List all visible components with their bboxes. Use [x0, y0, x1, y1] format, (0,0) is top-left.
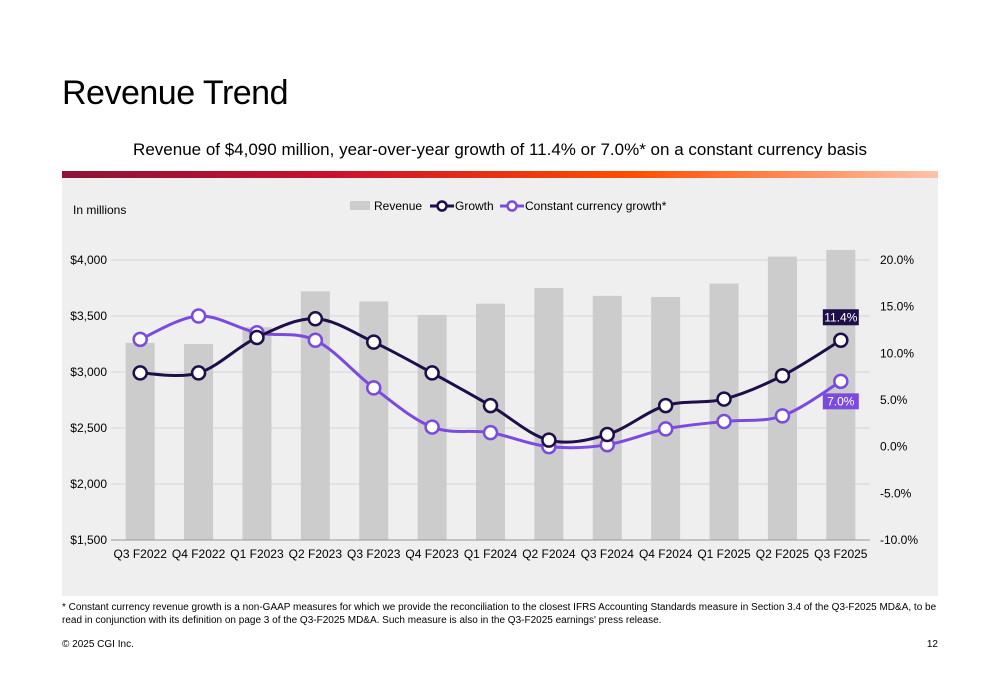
category-label: Q3 F2024	[581, 547, 635, 561]
category-label: Q4 F2022	[172, 547, 226, 561]
revenue-bar	[767, 256, 797, 540]
callout-label: 7.0%	[827, 394, 855, 408]
legend-label: Revenue	[374, 199, 422, 213]
constant-currency-growth-point	[482, 424, 499, 441]
constant-currency-growth-point	[774, 408, 791, 424]
constant-currency-growth-point	[190, 308, 207, 324]
left-tick-label: $2,000	[70, 477, 107, 491]
constant-currency-growth-point	[424, 419, 440, 435]
growth-point	[424, 365, 440, 381]
copyright: © 2025 CGI Inc.	[62, 639, 134, 650]
slide-title: Revenue Trend	[62, 74, 289, 112]
legend-marker-growth	[436, 200, 448, 212]
category-label: Q2 F2025	[756, 547, 810, 561]
constant-currency-growth-point	[132, 331, 148, 348]
legend-swatch-revenue	[350, 201, 370, 210]
growth-point	[716, 391, 732, 407]
revenue-bar	[534, 288, 564, 540]
right-tick-label: -10.0%	[880, 533, 918, 547]
constant-currency-growth-point	[716, 413, 732, 430]
category-label: Q3 F2022	[114, 547, 168, 561]
growth-point	[599, 426, 616, 443]
category-label: Q3 F2023	[347, 547, 401, 561]
legend-label: Constant currency growth*	[525, 199, 667, 213]
growth-point	[190, 365, 207, 381]
growth-point	[657, 397, 674, 414]
revenue-bar	[476, 303, 505, 540]
left-tick-label: $1,500	[70, 533, 107, 547]
left-tick-label: $2,500	[70, 421, 107, 435]
growth-point	[307, 311, 324, 327]
left-tick-label: $4,000	[70, 253, 107, 267]
revenue-bar	[709, 283, 739, 540]
legend-label: Growth	[455, 199, 494, 213]
growth-point	[132, 365, 148, 381]
right-tick-label: 10.0%	[880, 346, 914, 360]
right-tick-label: 20.0%	[880, 253, 914, 267]
revenue-bar	[651, 296, 681, 540]
growth-point	[249, 329, 265, 346]
revenue-bars	[125, 249, 856, 541]
category-label: Q3 F2025	[814, 547, 868, 561]
chart-legend: Revenue Growth Constant currency growth*	[350, 199, 667, 213]
left-tick-label: $3,500	[70, 309, 107, 323]
revenue-trend-chart: $1,500 $2,000 $2,500 $3,000 $3,500 $4,000 -10.…	[70, 199, 918, 561]
callout-label: 11.4%	[824, 310, 857, 324]
footnote: * Constant currency revenue growth is a …	[62, 602, 937, 626]
right-tick-label: 0.0%	[880, 440, 908, 454]
growth-point	[365, 334, 382, 350]
revenue-bar	[592, 295, 622, 540]
revenue-bar	[242, 327, 272, 540]
constant-currency-growth-point	[365, 380, 382, 396]
slide-subtitle: Revenue of $4,090 million, year-over-yea…	[133, 140, 867, 159]
unit-label: In millions	[73, 203, 126, 217]
category-label: Q4 F2024	[639, 547, 693, 561]
constant-currency-growth-point	[657, 421, 674, 437]
growth-point	[541, 432, 557, 448]
constant-currency-growth-point	[307, 332, 324, 349]
category-label: Q4 F2023	[405, 547, 459, 561]
gradient-divider	[62, 171, 938, 178]
growth-point	[482, 397, 499, 414]
revenue-bar	[300, 291, 330, 540]
category-label: Q1 F2023	[230, 547, 284, 561]
constant-currency-growth-point	[833, 373, 849, 390]
category-label: Q1 F2025	[697, 547, 751, 561]
category-label: Q1 F2024	[464, 547, 518, 561]
growth-point	[833, 332, 849, 349]
right-tick-label: -5.0%	[880, 486, 912, 500]
category-label: Q2 F2023	[289, 547, 343, 561]
callout-box	[822, 309, 859, 326]
growth-point	[774, 367, 791, 384]
right-tick-label: 5.0%	[880, 393, 908, 407]
category-label: Q2 F2024	[522, 547, 576, 561]
callout-box	[822, 393, 859, 410]
page-number: 12	[926, 639, 938, 650]
growth-lines	[132, 308, 849, 455]
left-tick-label: $3,000	[70, 365, 107, 379]
right-tick-label: 15.0%	[880, 300, 914, 314]
chart-annotations: 11.4% 7.0%	[822, 309, 859, 410]
legend-marker-constant-currency	[506, 200, 518, 212]
chart-axes: $1,500 $2,000 $2,500 $3,000 $3,500 $4,000 -10.…	[70, 253, 918, 561]
